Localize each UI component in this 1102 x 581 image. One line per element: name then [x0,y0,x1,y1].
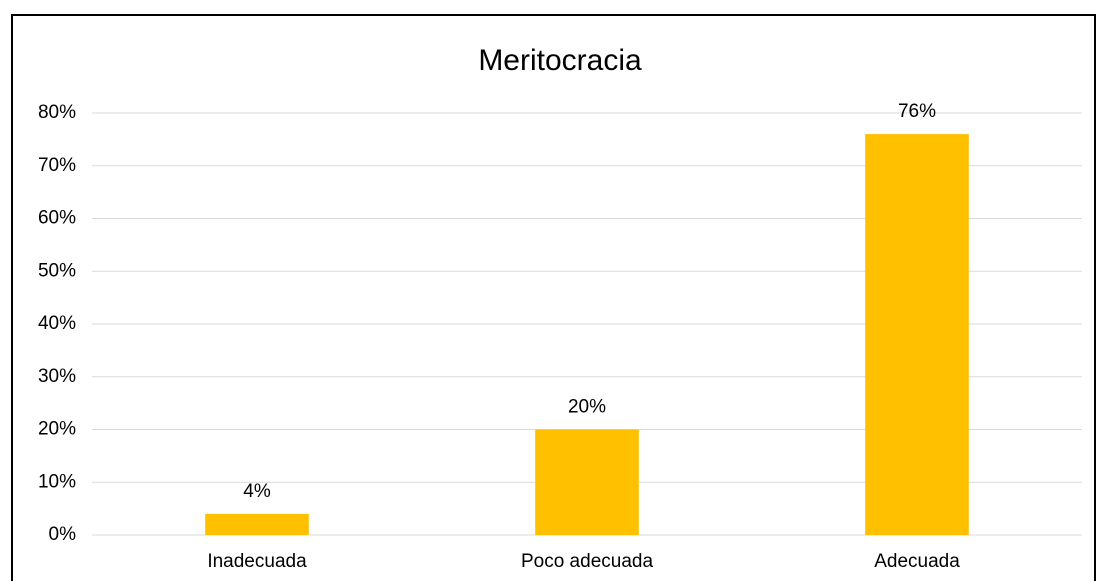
x-tick-label: Poco adecuada [521,551,653,572]
y-tick-label: 20% [38,419,76,440]
bar [205,513,309,535]
y-tick-label: 60% [38,208,76,229]
data-label: 20% [568,397,606,418]
data-label: 76% [898,101,936,122]
data-label: 4% [243,481,271,502]
bar [865,134,969,535]
y-tick-label: 10% [38,471,76,492]
y-tick-label: 80% [38,102,76,123]
y-tick-label: 40% [38,313,76,334]
y-tick-label: 50% [38,260,76,281]
x-tick-label: Inadecuada [207,551,307,572]
y-tick-label: 0% [49,524,77,545]
x-tick-label: Adecuada [874,551,960,572]
chart-title: Meritocracia [478,44,642,77]
bar [535,429,639,535]
y-tick-label: 70% [38,155,76,176]
y-tick-label: 30% [38,366,76,387]
